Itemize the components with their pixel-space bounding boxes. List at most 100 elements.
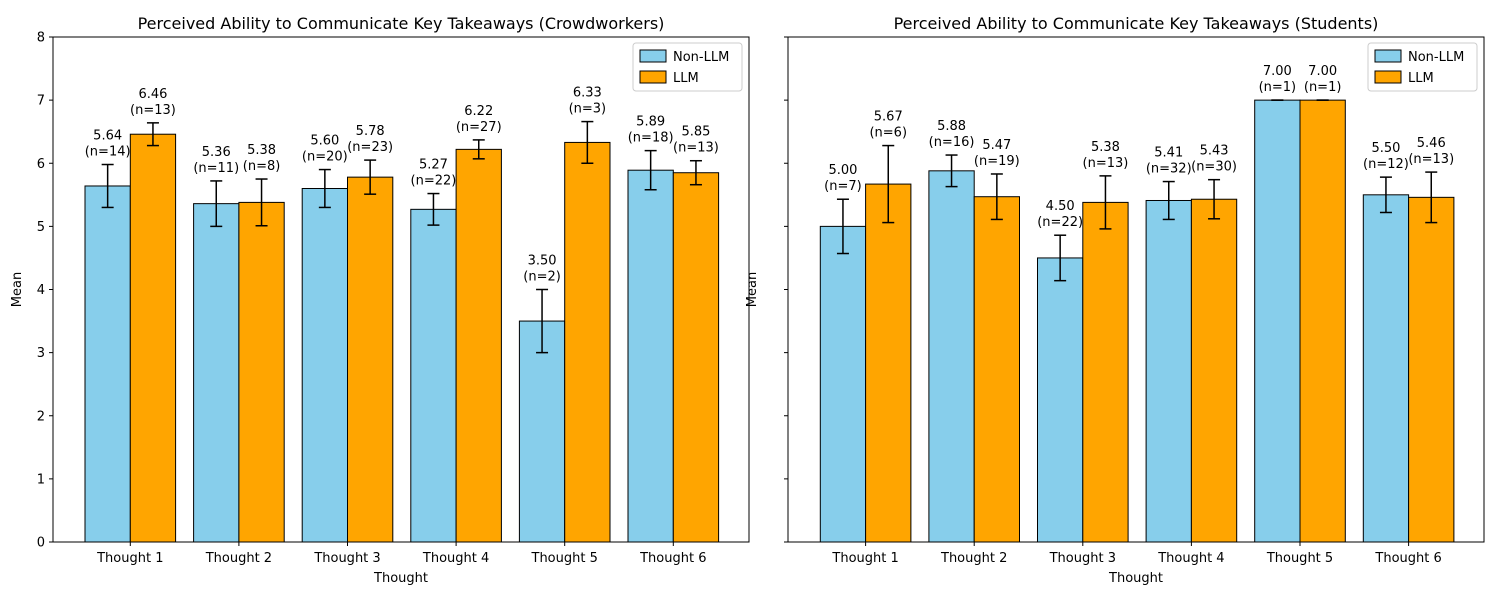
data-label-count: (n=32) — [1146, 162, 1192, 177]
legend-swatch-non-llm — [639, 49, 667, 63]
legend: Non-LLM LLM — [1367, 42, 1478, 92]
data-label-count: (n=23) — [347, 140, 393, 155]
x-tick-label: Thought 5 — [1266, 551, 1333, 566]
legend: Non-LLM LLM — [632, 42, 743, 92]
y-tick-label: 4 — [37, 283, 45, 298]
data-label-value: 5.46 — [1417, 136, 1446, 151]
bar-non-llm-3 — [301, 188, 349, 543]
x-tick-label: Thought 6 — [639, 551, 706, 566]
bar-llm-1 — [129, 133, 177, 543]
bar-non-llm-1 — [84, 185, 131, 543]
x-tick-label: Thought 2 — [205, 551, 272, 566]
legend-label-llm: LLM — [1408, 71, 1434, 86]
bar-llm-3 — [1082, 201, 1129, 543]
data-label-value: 5.47 — [982, 138, 1011, 153]
data-label-value: 7.00 — [1308, 64, 1337, 79]
x-axis-label: Thought — [373, 571, 428, 586]
bar-non-llm-5 — [1254, 99, 1301, 543]
data-label-value: 3.50 — [528, 254, 557, 269]
data-label-count: (n=11) — [193, 161, 239, 176]
data-label-count: (n=14) — [85, 145, 131, 160]
data-label-value: 7.00 — [1263, 64, 1292, 79]
data-label-count: (n=27) — [456, 120, 502, 135]
data-label-value: 5.88 — [937, 119, 966, 134]
legend-swatch-llm — [1374, 70, 1402, 84]
x-axis-label: Thought — [1108, 571, 1163, 586]
x-tick-label: Thought 4 — [1157, 551, 1224, 566]
data-label-count: (n=1) — [1304, 80, 1342, 95]
x-tick-label: Thought 4 — [422, 551, 489, 566]
y-axis-label: Mean — [10, 272, 25, 307]
data-label-value: 5.50 — [1371, 141, 1400, 156]
data-label-value: 5.00 — [828, 163, 857, 178]
data-label-count: (n=1) — [1259, 80, 1297, 95]
bar-llm-1 — [865, 183, 912, 543]
bar-non-llm-4 — [1145, 199, 1192, 543]
data-label-count: (n=12) — [1363, 157, 1409, 172]
chart-panel-1: Perceived Ability to Communicate Key Tak… — [10, 14, 750, 586]
data-label-value: 5.36 — [202, 145, 231, 160]
bar-llm-6 — [1408, 196, 1455, 543]
data-label-value: 5.89 — [636, 115, 665, 130]
legend-label-non-llm: Non-LLM — [1408, 50, 1464, 65]
bar-llm-3 — [347, 176, 394, 543]
data-label-count: (n=22) — [411, 174, 457, 189]
data-label-value: 5.38 — [1091, 140, 1120, 155]
y-tick-label: 1 — [37, 472, 45, 487]
data-label-value: 6.46 — [138, 87, 167, 102]
data-label-count: (n=30) — [1191, 160, 1237, 175]
data-label-count: (n=13) — [130, 103, 176, 118]
data-label-count: (n=18) — [628, 131, 674, 146]
data-label-count: (n=3) — [569, 102, 607, 117]
chart-title: Perceived Ability to Communicate Key Tak… — [138, 14, 665, 33]
data-label-value: 4.50 — [1046, 199, 1075, 214]
bar-llm-2 — [973, 196, 1021, 543]
bar-llm-5 — [1299, 99, 1346, 543]
data-label-value: 5.43 — [1200, 144, 1229, 159]
data-label-count: (n=13) — [1083, 156, 1129, 171]
y-tick-label: 3 — [37, 346, 45, 361]
y-tick-label: 2 — [37, 409, 45, 424]
chart-panel-2: Perceived Ability to Communicate Key Tak… — [745, 14, 1485, 586]
data-label-count: (n=20) — [302, 150, 348, 165]
data-label-count: (n=7) — [824, 179, 862, 194]
y-tick-label: 8 — [37, 31, 45, 46]
y-axis-label: Mean — [745, 272, 760, 307]
data-label-value: 5.78 — [356, 124, 385, 139]
bar-llm-6 — [672, 172, 720, 543]
y-tick-label: 0 — [37, 536, 45, 551]
bar-llm-2 — [238, 201, 285, 543]
bar-non-llm-6 — [627, 169, 674, 543]
bar-non-llm-6 — [1362, 194, 1410, 543]
x-tick-label: Thought 1 — [831, 551, 898, 566]
data-label-count: (n=19) — [974, 154, 1020, 169]
x-tick-label: Thought 6 — [1374, 551, 1441, 566]
data-label-value: 5.67 — [874, 110, 903, 125]
chart-title: Perceived Ability to Communicate Key Tak… — [894, 14, 1379, 33]
legend-label-llm: LLM — [673, 71, 699, 86]
y-tick-label: 7 — [37, 94, 45, 109]
bar-llm-4 — [455, 148, 502, 543]
bar-non-llm-2 — [928, 170, 975, 543]
legend-swatch-llm — [639, 70, 667, 84]
data-label-count: (n=22) — [1037, 215, 1083, 230]
data-label-value: 5.64 — [93, 129, 122, 144]
bar-non-llm-5 — [518, 320, 566, 543]
x-tick-label: Thought 3 — [313, 551, 380, 566]
data-label-count: (n=8) — [243, 159, 281, 174]
data-label-count: (n=16) — [929, 135, 975, 150]
legend-swatch-non-llm — [1374, 49, 1402, 63]
bar-non-llm-1 — [819, 225, 867, 543]
data-label-value: 6.33 — [573, 86, 602, 101]
bar-non-llm-2 — [193, 203, 240, 543]
data-label-count: (n=13) — [1408, 152, 1454, 167]
y-tick-label: 6 — [37, 157, 45, 172]
data-label-value: 5.41 — [1154, 146, 1183, 161]
data-label-value: 5.38 — [247, 143, 276, 158]
bar-non-llm-3 — [1037, 257, 1084, 543]
x-tick-label: Thought 3 — [1049, 551, 1116, 566]
x-tick-label: Thought 5 — [531, 551, 598, 566]
data-label-value: 5.85 — [681, 125, 710, 140]
x-tick-label: Thought 2 — [940, 551, 1007, 566]
data-label-count: (n=2) — [523, 270, 561, 285]
